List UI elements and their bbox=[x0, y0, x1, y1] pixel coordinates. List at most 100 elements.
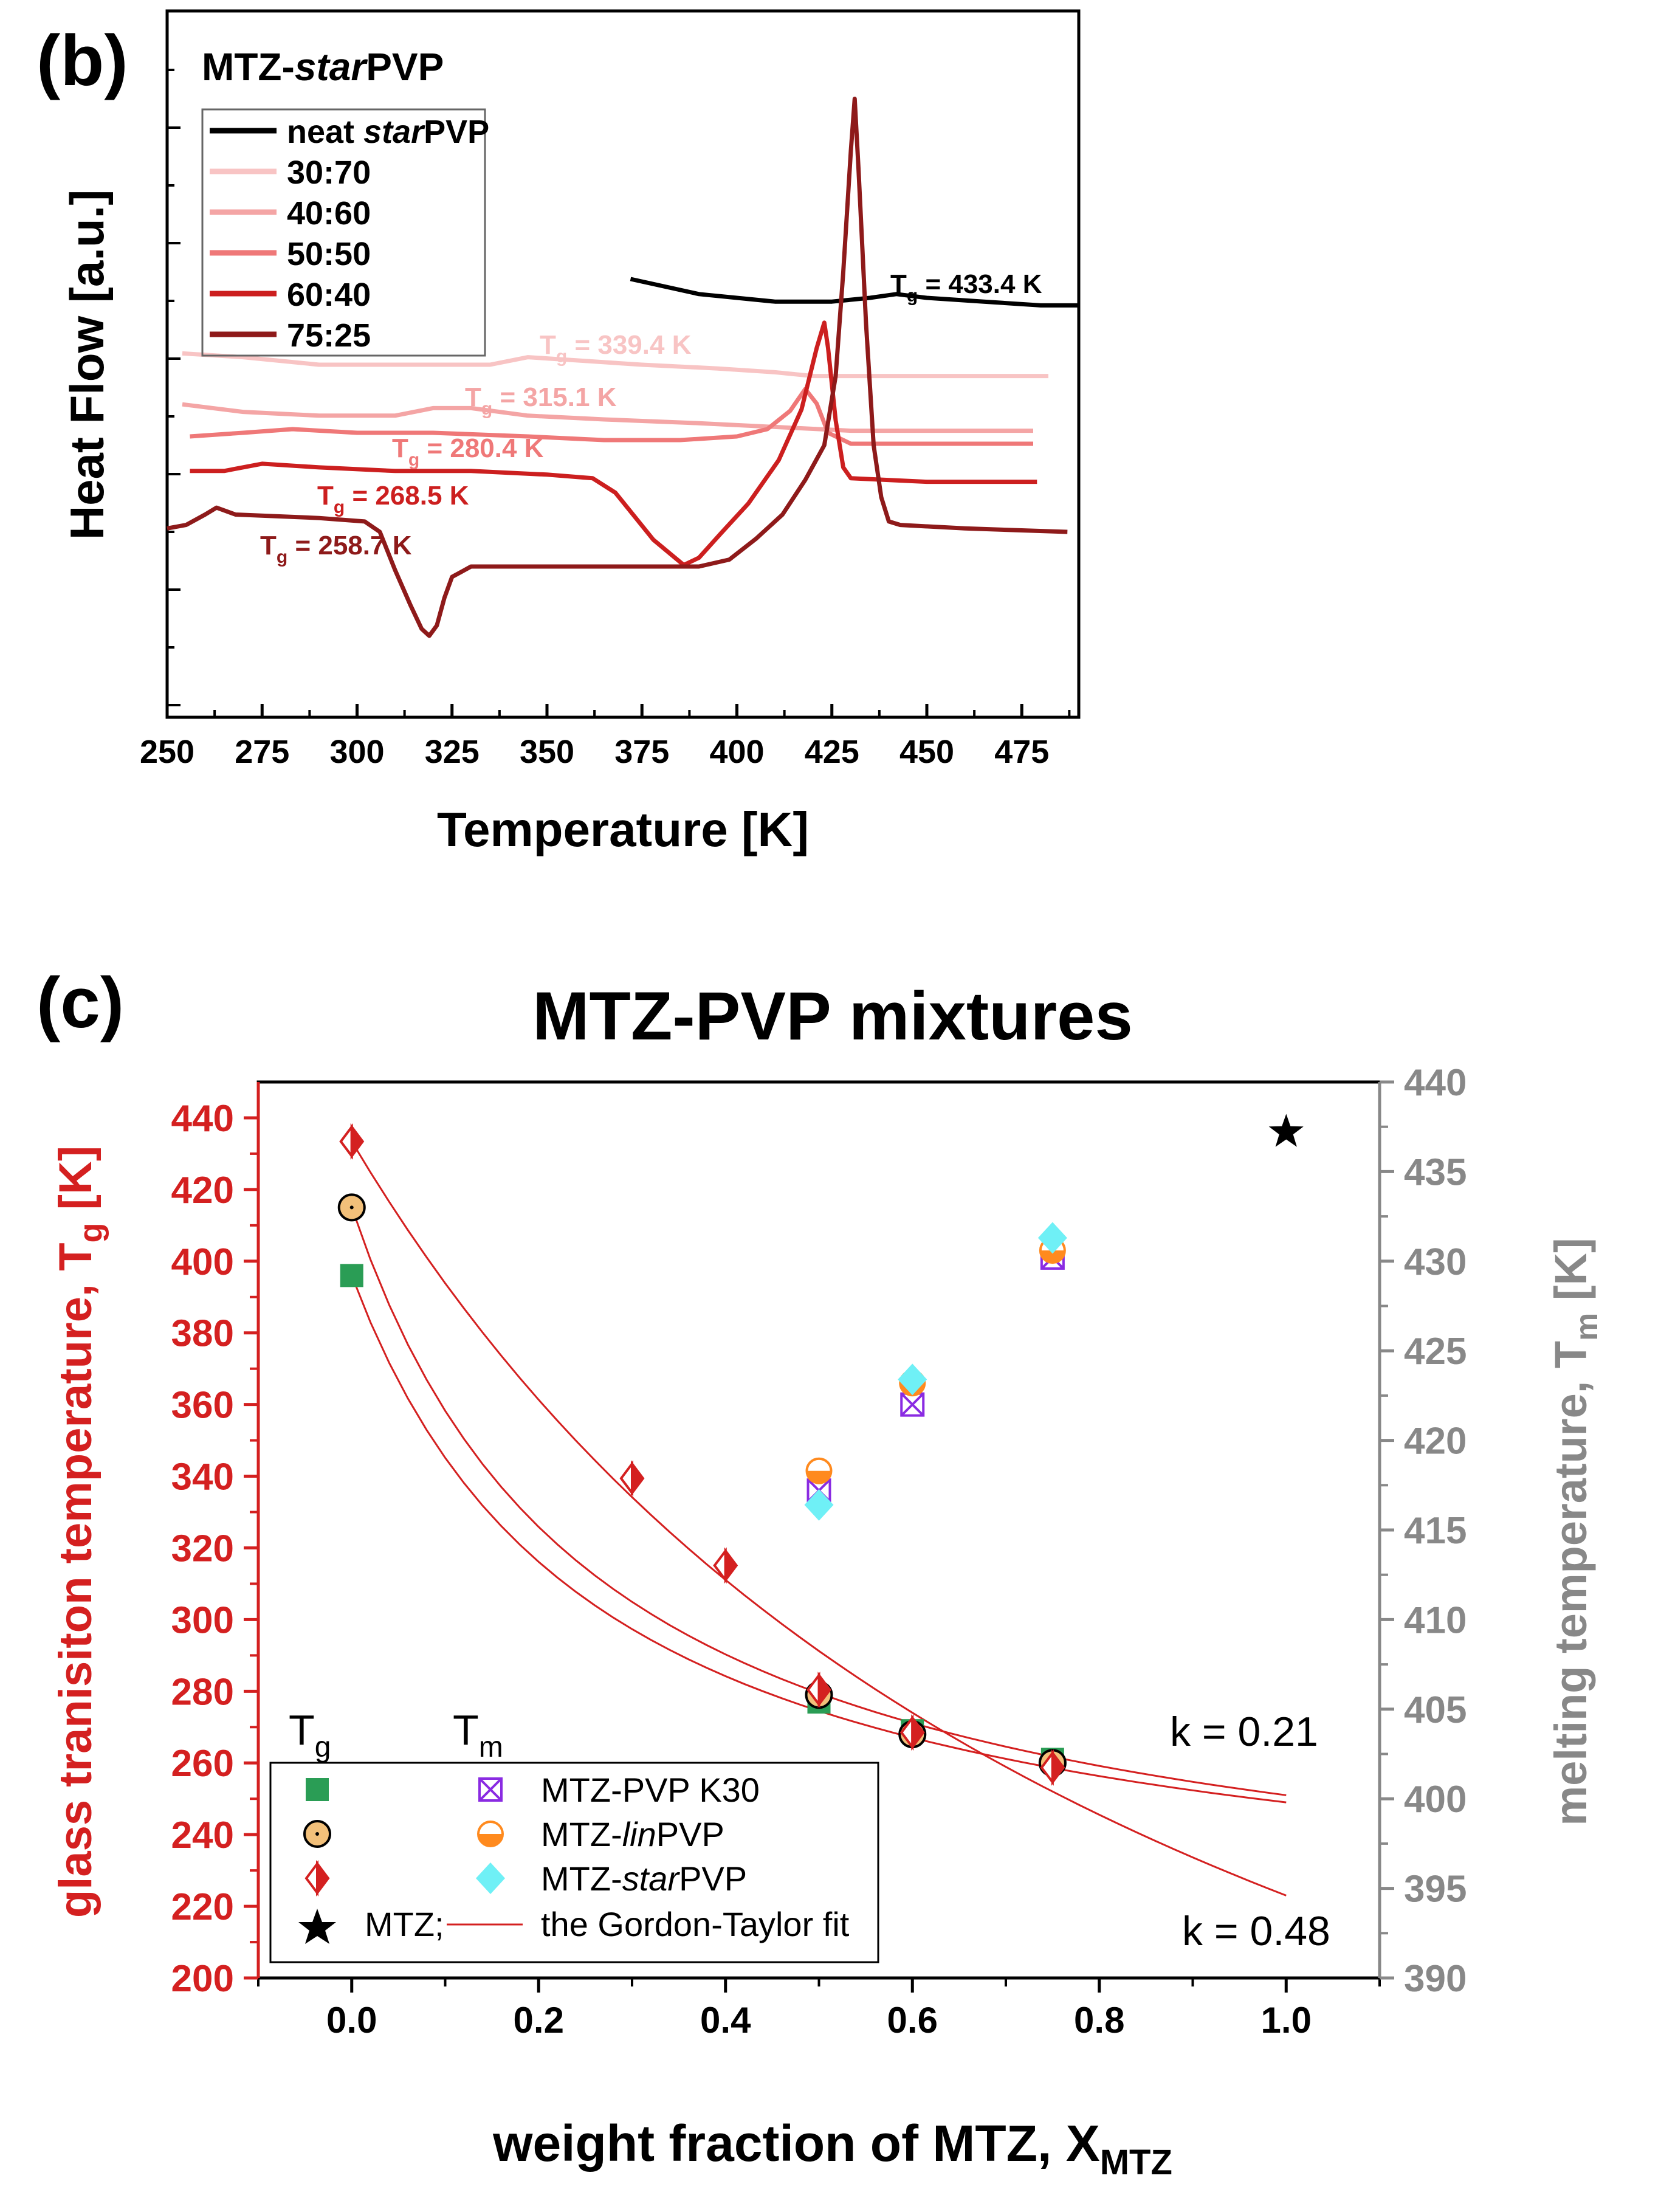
legend-star-tm-marker bbox=[476, 1862, 505, 1894]
tm-point-star bbox=[898, 1363, 927, 1396]
tm-point-lin-fill bbox=[1040, 1250, 1065, 1263]
tg-point-star-right bbox=[911, 1714, 925, 1751]
c-yl-tick-label-260: 260 bbox=[171, 1743, 234, 1785]
panel-b-y-ticks bbox=[167, 69, 181, 706]
legend-tm-header: Tm bbox=[453, 1706, 503, 1763]
tm-point-star bbox=[804, 1489, 834, 1521]
dsc-curve-40-60 bbox=[182, 402, 1033, 433]
x-tick-label-300: 300 bbox=[329, 734, 384, 770]
dsc-curve-75-25 bbox=[167, 97, 1068, 638]
c-yr-tick-label-425: 425 bbox=[1404, 1331, 1467, 1373]
c-yr-tick-label-420: 420 bbox=[1404, 1421, 1467, 1463]
tg-point-star bbox=[806, 1671, 831, 1708]
legend-tg-header: Tg bbox=[289, 1706, 331, 1763]
c-x-tick-label-0.2: 0.2 bbox=[514, 2000, 564, 2041]
legend-star-label: MTZ-starPVP bbox=[541, 1859, 747, 1898]
tm-point-lin-fill bbox=[806, 1470, 831, 1483]
legend-box bbox=[269, 1762, 879, 1963]
mtz-tm-star bbox=[1268, 1114, 1304, 1147]
tg-point-star-right bbox=[1051, 1749, 1065, 1786]
gordon-taylor-fit-2 bbox=[351, 1141, 1287, 1897]
panel-c-title: MTZ-PVP mixtures bbox=[532, 978, 1133, 1054]
c-yr-tick-label-430: 430 bbox=[1404, 1241, 1467, 1283]
legend-k30-tm-marker bbox=[478, 1777, 503, 1802]
c-x-tick-label-0: 0.0 bbox=[326, 2000, 377, 2041]
c-yl-tick-label-360: 360 bbox=[171, 1385, 234, 1427]
c-yl-tick-label-280: 280 bbox=[171, 1671, 234, 1713]
x-tick-label-425: 425 bbox=[805, 734, 859, 770]
c-yr-tick-label-395: 395 bbox=[1404, 1869, 1467, 1911]
legend-label-4: 60:40 bbox=[287, 277, 371, 313]
tg-point-k30 bbox=[340, 1264, 363, 1287]
panel-b-inset-title: MTZ-starPVP bbox=[202, 45, 444, 89]
x-tick-label-275: 275 bbox=[235, 734, 289, 770]
tg-label-5: Tg = 258.7 K bbox=[260, 531, 412, 567]
c-yr-tick-label-400: 400 bbox=[1404, 1779, 1467, 1821]
c-x-tick-label-0.6: 0.6 bbox=[887, 2000, 938, 2041]
panel-c-xlabel: weight fraction of MTZ, XMTZ bbox=[492, 2115, 1172, 2182]
legend-mtz-label: MTZ; bbox=[365, 1905, 444, 1943]
x-tick-label-375: 375 bbox=[614, 734, 669, 770]
k-label-048: k = 0.48 bbox=[1182, 1908, 1330, 1954]
panel-b-xlabel: Temperature [K] bbox=[437, 802, 809, 856]
c-yr-tick-label-415: 415 bbox=[1404, 1510, 1467, 1552]
tg-point-star bbox=[713, 1547, 738, 1584]
k-label-021: k = 0.21 bbox=[1170, 1709, 1318, 1755]
x-tick-label-325: 325 bbox=[425, 734, 480, 770]
c-yl-tick-label-420: 420 bbox=[171, 1170, 234, 1211]
panel-c-ylabel-left: glass tranisiton temperature, Tg [K] bbox=[50, 1146, 109, 1918]
c-yr-tick-label-390: 390 bbox=[1404, 1958, 1467, 2000]
tg-label-2: Tg = 315.1 K bbox=[465, 382, 617, 419]
dsc-curve-50-50 bbox=[190, 387, 1033, 446]
x-tick-label-400: 400 bbox=[709, 734, 764, 770]
c-yr-tick-label-435: 435 bbox=[1404, 1151, 1467, 1193]
panel-c-tg-tm-chart: (c) MTZ-PVP mixtures 0.0 0.2 0.4 0.6 0.8 1.0 2… bbox=[36, 963, 1604, 2182]
tg-label-3: Tg = 280.4 K bbox=[392, 433, 544, 470]
legend-label-5: 75:25 bbox=[287, 317, 371, 354]
dsc-curve-60-40 bbox=[190, 320, 1037, 567]
c-yr-tick-label-405: 405 bbox=[1404, 1689, 1467, 1731]
x-tick-label-250: 250 bbox=[140, 734, 194, 770]
panel-c-legend: Tg Tm MTZ-PVP K30 MTZ-linPVP bbox=[269, 1706, 879, 1963]
legend-label-2: 40:60 bbox=[287, 195, 371, 232]
c-yl-tick-label-240: 240 bbox=[171, 1814, 234, 1856]
c-x-tick-label-0.4: 0.4 bbox=[700, 2000, 751, 2041]
legend-k30-label: MTZ-PVP K30 bbox=[541, 1771, 760, 1809]
tm-point-lin bbox=[805, 1457, 833, 1484]
legend-label-3: 50:50 bbox=[287, 236, 371, 272]
tg-point-star-right bbox=[350, 1123, 365, 1160]
tg-label-0: Tg = 433.4 K bbox=[890, 269, 1042, 306]
legend-label-1: 30:70 bbox=[287, 154, 371, 191]
panel-b-legend-box bbox=[201, 108, 486, 357]
c-yl-tick-label-300: 300 bbox=[171, 1599, 234, 1641]
legend-lin-tg-marker bbox=[303, 1820, 331, 1848]
c-x-tick-label-0.8: 0.8 bbox=[1074, 2000, 1124, 2041]
tg-point-star bbox=[339, 1123, 365, 1160]
tg-point-lin-dot bbox=[349, 1205, 354, 1210]
x-tick-label-475: 475 bbox=[994, 734, 1049, 770]
tg-label-4: Tg = 268.5 K bbox=[317, 481, 469, 517]
tg-point-star-right bbox=[631, 1460, 645, 1497]
tg-point-star-right bbox=[817, 1671, 831, 1708]
c-yl-tick-label-320: 320 bbox=[171, 1528, 234, 1569]
tg-point-star bbox=[1040, 1749, 1065, 1786]
panel-b-x-ticks: 250 275 300 325 350 375 400 425 450 475 bbox=[140, 704, 1071, 770]
legend-star-tg-marker bbox=[304, 1860, 330, 1897]
panel-b-legend: neat starPVP 30:70 40:60 50:50 60:40 75:25 bbox=[210, 114, 489, 354]
c-yl-tick-label-220: 220 bbox=[171, 1886, 234, 1928]
panel-b-dsc-chart: (b) 250 275 300 325 350 375 400 425 450 475 MTZ-s… bbox=[36, 9, 1081, 856]
tm-point-k30 bbox=[900, 1392, 925, 1417]
c-yl-tick-label-340: 340 bbox=[171, 1456, 234, 1498]
tm-point-k30-x2 bbox=[900, 1393, 924, 1417]
panel-b-label: (b) bbox=[36, 21, 128, 101]
panel-c-ylabel-right: melting temperature, Tm [K] bbox=[1546, 1238, 1604, 1825]
panel-c-data-points bbox=[337, 1114, 1304, 1786]
c-yl-tick-label-400: 400 bbox=[171, 1241, 234, 1283]
legend-lin-label: MTZ-linPVP bbox=[541, 1815, 724, 1853]
c-yl-tick-label-440: 440 bbox=[171, 1098, 234, 1140]
panel-b-curves bbox=[167, 97, 1079, 638]
x-tick-label-450: 450 bbox=[899, 734, 954, 770]
c-x-tick-label-1: 1.0 bbox=[1261, 2000, 1312, 2041]
legend-lin-tm-marker bbox=[477, 1821, 504, 1847]
